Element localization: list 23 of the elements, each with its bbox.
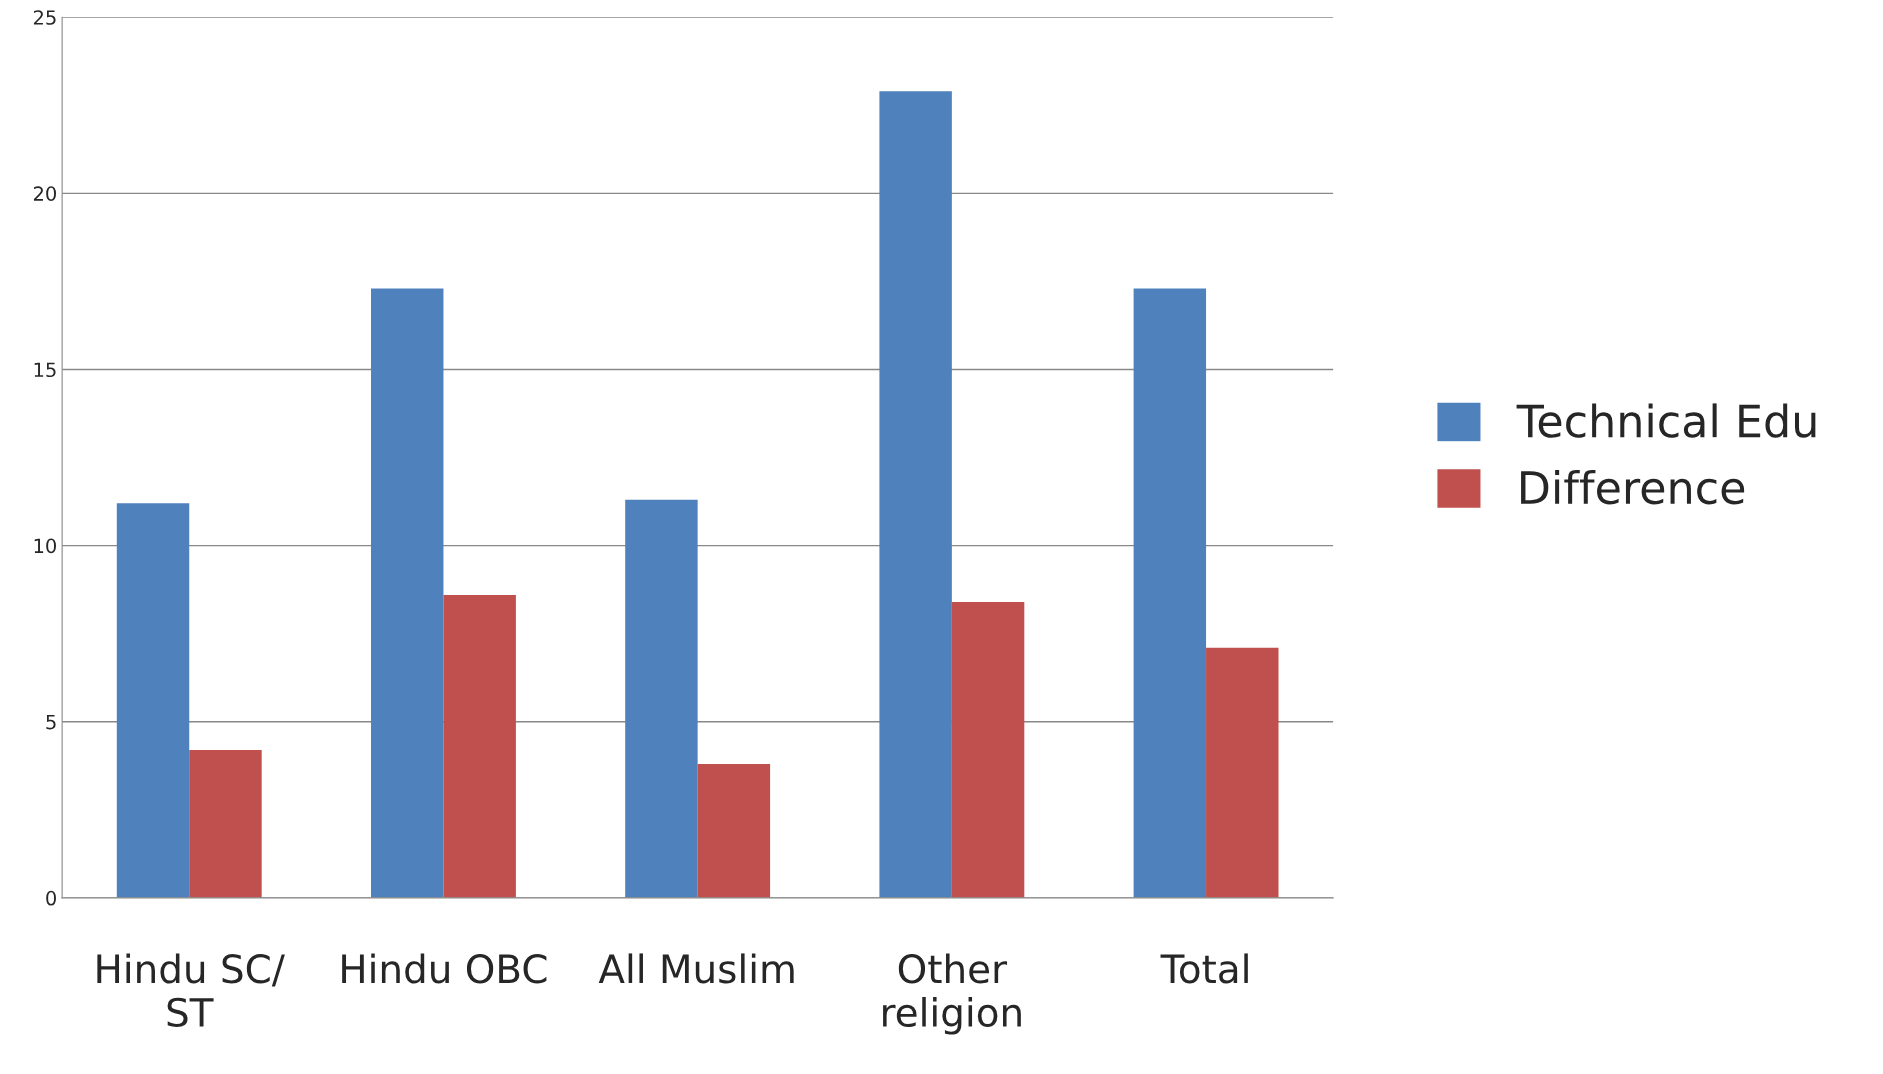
x-tick-label: Hindu SC/ ST	[97, 953, 285, 1028]
bar	[951, 601, 1025, 898]
x-tick-label: Hindu OBC	[342, 953, 547, 984]
bar	[1133, 288, 1207, 898]
bar	[116, 503, 190, 898]
legend-label: Difference	[1521, 469, 1745, 505]
bar	[879, 91, 952, 898]
y-tick-label: 20	[33, 186, 56, 201]
x-tick-label: Total	[1160, 953, 1248, 984]
y-tick-label: 10	[34, 538, 56, 554]
bar	[371, 288, 444, 898]
bar	[697, 764, 771, 898]
bar	[625, 499, 698, 898]
y-tick-label: 5	[46, 714, 56, 730]
bar	[1206, 647, 1279, 898]
x-tick-label: Other religion	[883, 953, 1021, 1035]
bar	[443, 594, 516, 898]
y-tick-label: 25	[33, 10, 56, 25]
bar	[189, 749, 262, 898]
x-tick-label: All Muslim	[598, 953, 794, 984]
legend-label: Technical Edu	[1516, 403, 1816, 438]
y-tick-label: 15	[34, 362, 56, 378]
y-tick-label: 0	[46, 890, 56, 906]
